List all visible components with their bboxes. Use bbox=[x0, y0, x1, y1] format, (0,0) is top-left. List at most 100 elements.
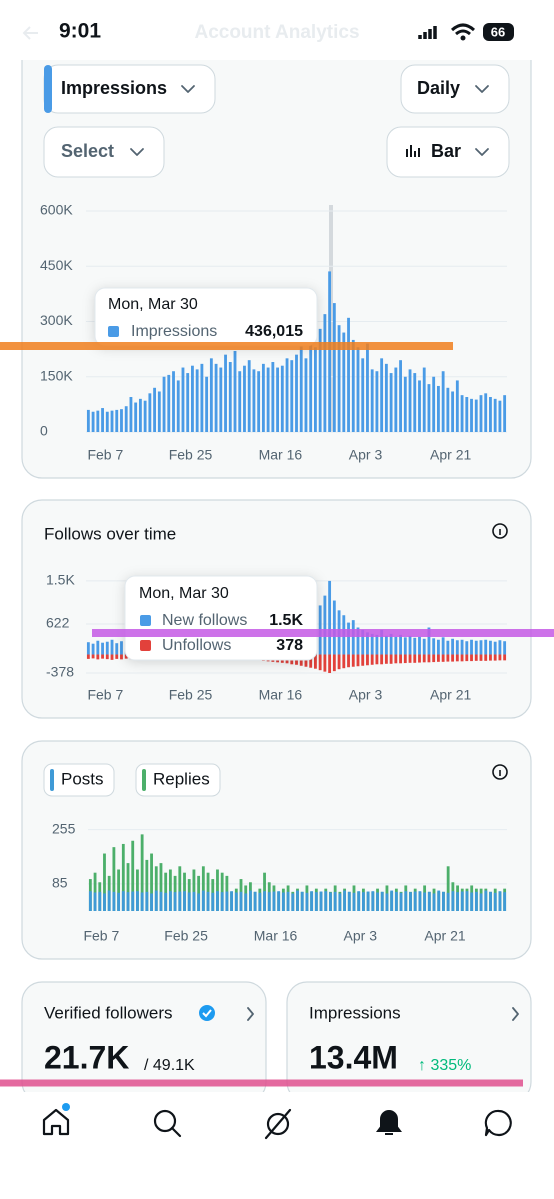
bar bbox=[484, 654, 488, 661]
bar bbox=[140, 892, 144, 911]
bar bbox=[351, 339, 355, 432]
back-icon[interactable] bbox=[22, 26, 38, 40]
bar bbox=[172, 371, 175, 432]
bar bbox=[154, 890, 158, 911]
bar bbox=[337, 325, 341, 432]
bar bbox=[451, 391, 455, 432]
select-dropdown[interactable] bbox=[43, 126, 165, 178]
nav-bar bbox=[0, 1092, 554, 1199]
y-tick-label: -378 bbox=[46, 664, 74, 680]
info-icon[interactable] bbox=[492, 764, 508, 780]
nav-home[interactable] bbox=[42, 1108, 70, 1136]
bar bbox=[446, 387, 450, 432]
bar bbox=[91, 654, 95, 659]
bar bbox=[423, 892, 427, 911]
x-tick-label: Feb 7 bbox=[87, 687, 123, 703]
bar bbox=[489, 654, 492, 661]
bar bbox=[380, 358, 384, 432]
bar bbox=[216, 891, 219, 911]
bar bbox=[209, 358, 213, 432]
bar bbox=[272, 891, 276, 911]
x-tick-label: Feb 7 bbox=[87, 447, 123, 463]
bar bbox=[107, 890, 111, 911]
bar bbox=[465, 654, 469, 662]
select-label: Select bbox=[61, 141, 114, 161]
y-tick-label: 600K bbox=[40, 202, 73, 218]
bar bbox=[356, 654, 360, 667]
bar bbox=[347, 654, 350, 668]
x-tick-label: Apr 21 bbox=[430, 447, 471, 463]
nav-grok[interactable] bbox=[266, 1112, 290, 1136]
bar bbox=[191, 365, 194, 432]
x-tick-label: Apr 3 bbox=[344, 928, 378, 944]
bar bbox=[277, 891, 281, 911]
bar bbox=[413, 373, 417, 432]
bar bbox=[126, 892, 130, 911]
bar bbox=[413, 891, 417, 911]
legend-replies[interactable] bbox=[135, 763, 221, 797]
chart-kind-label: Bar bbox=[431, 141, 461, 161]
metric-label: Impressions bbox=[61, 78, 167, 98]
bar bbox=[121, 843, 125, 911]
bar bbox=[101, 642, 104, 655]
bar bbox=[394, 891, 398, 911]
bar bbox=[101, 408, 104, 432]
bar bbox=[432, 654, 436, 663]
nav-messages[interactable] bbox=[484, 1109, 512, 1137]
bar bbox=[195, 369, 199, 432]
nav-badge bbox=[62, 1103, 70, 1111]
bar bbox=[225, 891, 229, 911]
bar bbox=[314, 892, 318, 911]
info-icon[interactable] bbox=[492, 523, 508, 539]
bar bbox=[267, 892, 271, 911]
bar bbox=[157, 391, 161, 432]
bar bbox=[300, 891, 304, 911]
bar bbox=[498, 640, 502, 655]
y-tick-label: 255 bbox=[52, 820, 76, 836]
bar bbox=[503, 641, 507, 655]
card-value: 13.4M bbox=[309, 1039, 398, 1075]
bar bbox=[178, 891, 182, 911]
bar bbox=[117, 892, 121, 911]
bar bbox=[470, 892, 474, 911]
bar bbox=[244, 893, 248, 911]
tooltip-name: Unfollows bbox=[162, 637, 231, 654]
bar bbox=[422, 367, 426, 432]
x-tick-label: Apr 21 bbox=[430, 687, 471, 703]
bar bbox=[451, 891, 455, 911]
bar bbox=[484, 890, 488, 911]
chart-title: Follows over time bbox=[44, 524, 176, 543]
bar bbox=[436, 385, 440, 432]
bar bbox=[389, 654, 393, 664]
bar bbox=[167, 374, 171, 432]
chevron bbox=[181, 85, 195, 93]
bar bbox=[304, 654, 308, 667]
bar bbox=[286, 891, 290, 911]
time: 9:01 bbox=[59, 20, 101, 43]
signal-icon bbox=[418, 26, 437, 39]
bar bbox=[470, 398, 473, 432]
bar bbox=[105, 654, 109, 660]
bar bbox=[252, 369, 256, 432]
chart-kind-dropdown[interactable] bbox=[386, 126, 510, 178]
legend-posts[interactable] bbox=[43, 763, 115, 797]
bar bbox=[86, 409, 90, 432]
bar bbox=[403, 376, 407, 432]
bar bbox=[91, 643, 95, 655]
bar bbox=[446, 640, 450, 655]
bar bbox=[356, 347, 360, 432]
bar bbox=[465, 891, 469, 911]
nav-search[interactable] bbox=[153, 1109, 177, 1133]
metric-color bbox=[44, 65, 52, 113]
bar bbox=[319, 891, 323, 911]
period-dropdown[interactable] bbox=[400, 64, 510, 114]
bar bbox=[347, 317, 350, 432]
bar bbox=[451, 654, 455, 662]
verified-badge bbox=[199, 1005, 215, 1021]
card-total: / 49.1K bbox=[144, 1057, 195, 1074]
bar bbox=[121, 891, 125, 911]
bar bbox=[143, 400, 147, 432]
bar bbox=[234, 892, 238, 911]
nav-notifications[interactable] bbox=[376, 1110, 402, 1135]
